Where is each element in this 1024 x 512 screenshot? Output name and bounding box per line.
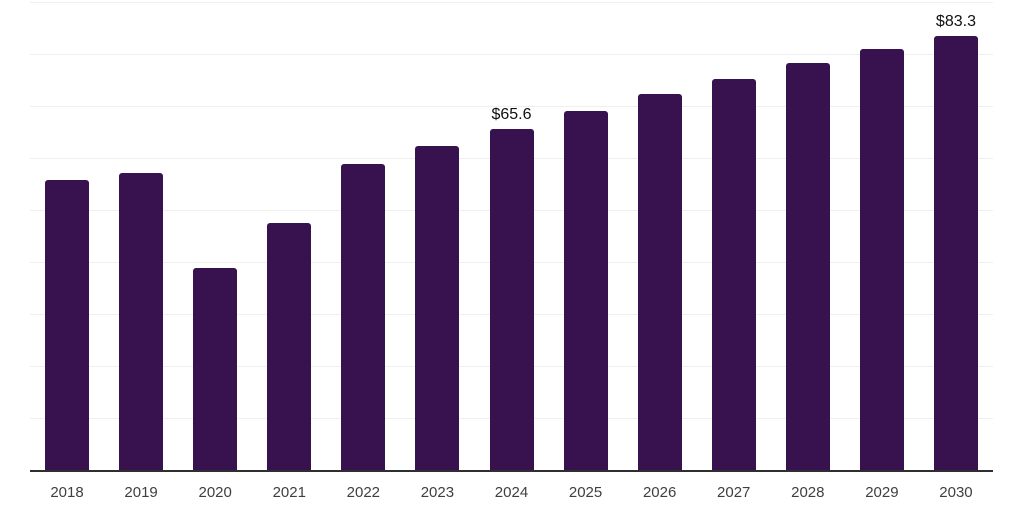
bar-2026 — [637, 93, 682, 470]
bar-2027 — [711, 79, 756, 470]
x-tick-label-2030: 2030 — [939, 484, 973, 501]
x-axis-line — [30, 469, 993, 472]
x-tick-label-2022: 2022 — [346, 484, 381, 501]
bar-2022 — [341, 164, 386, 470]
x-tick-label-2019: 2019 — [124, 484, 158, 501]
bar-2028 — [785, 63, 830, 470]
bar-2019 — [119, 173, 164, 470]
x-tick-label-2028: 2028 — [791, 484, 825, 501]
bar-2024 — [489, 128, 534, 470]
x-tick-label-2029: 2029 — [865, 484, 899, 501]
bar-2025 — [563, 111, 608, 470]
gridline — [30, 105, 993, 107]
bar-2030 — [933, 36, 978, 470]
bar-value-label-2030: $83.3 — [935, 13, 976, 31]
x-tick-label-2020: 2020 — [198, 484, 232, 501]
bar-2021 — [267, 223, 312, 470]
x-tick-label-2021: 2021 — [272, 484, 306, 501]
x-tick-label-2018: 2018 — [50, 484, 84, 501]
x-tick-label-2025: 2025 — [568, 484, 603, 501]
bar-2018 — [45, 179, 90, 470]
x-tick-label-2024: 2024 — [494, 484, 529, 501]
x-tick-label-2023: 2023 — [420, 484, 455, 501]
gridline — [30, 53, 993, 55]
bar-2029 — [859, 49, 904, 470]
gridline — [30, 1, 993, 3]
x-tick-label-2027: 2027 — [717, 484, 751, 501]
bar-2020 — [193, 268, 238, 470]
bar-value-label-2024: $65.6 — [491, 105, 532, 123]
x-tick-label-2026: 2026 — [642, 484, 677, 501]
bar-2023 — [415, 145, 460, 470]
